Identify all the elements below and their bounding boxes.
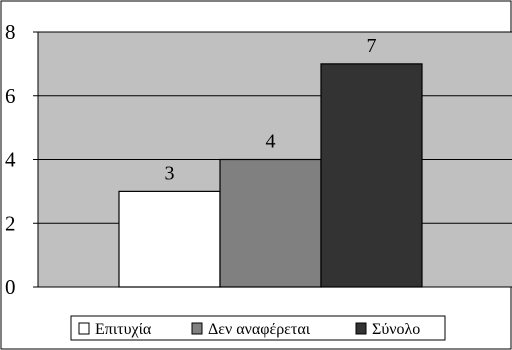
- legend-label: Σύνολο: [372, 321, 420, 338]
- legend-label: Δεν αναφέρεται: [208, 321, 311, 338]
- legend-label: Επιτυχία: [95, 321, 152, 338]
- y-tick-label: 0: [5, 275, 16, 299]
- y-tick-label: 6: [5, 84, 16, 108]
- y-tick-labels: 0 2 4 6 8: [5, 20, 38, 299]
- y-tick-label: 8: [5, 20, 16, 44]
- data-labels: 3 4 7: [165, 35, 377, 185]
- legend-box: [70, 315, 446, 341]
- legend-swatch: [355, 322, 367, 335]
- y-tick-label: 2: [5, 211, 16, 235]
- legend-swatch: [78, 322, 90, 335]
- bar-3: [320, 63, 423, 288]
- y-tick-label: 4: [5, 148, 16, 172]
- legend-items: Επιτυχία Δεν αναφέρεται Σύνολο: [78, 321, 420, 338]
- legend-swatch: [191, 322, 203, 335]
- bars: [118, 63, 423, 288]
- data-label: 4: [266, 131, 276, 153]
- data-label: 3: [165, 162, 175, 184]
- bar-2: [219, 158, 322, 288]
- data-label: 7: [367, 35, 377, 57]
- legend: Επιτυχία Δεν αναφέρεται Σύνολο: [70, 315, 446, 341]
- bar-1: [118, 190, 221, 288]
